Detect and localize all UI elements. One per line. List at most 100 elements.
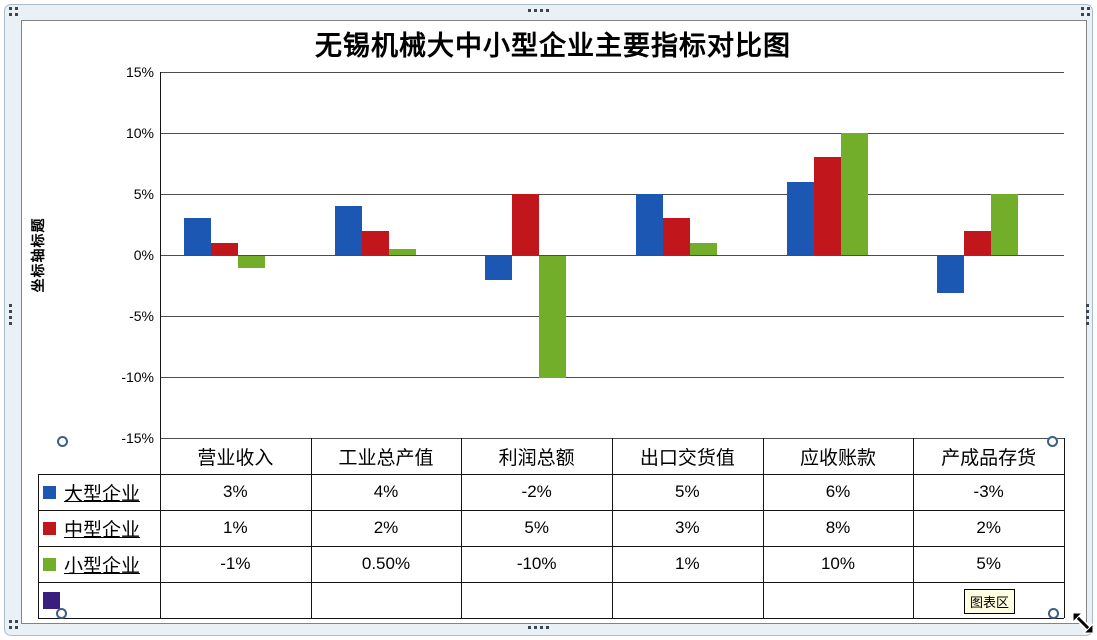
bar-series1-cat2[interactable] xyxy=(334,206,362,255)
table-value-cell xyxy=(612,582,763,618)
legend-key-icon-series2 xyxy=(43,521,56,535)
round-handle-4[interactable] xyxy=(1048,608,1059,619)
y-axis-tick-label: -10% xyxy=(121,369,154,385)
bar-series3-cat4[interactable] xyxy=(690,242,717,255)
round-handle-2[interactable] xyxy=(1047,436,1058,447)
resize-handle-right-center[interactable] xyxy=(1086,310,1089,313)
table-value-cell xyxy=(160,582,311,618)
table-value-cell: 2% xyxy=(373,518,399,537)
resize-handle-left-center[interactable] xyxy=(9,316,12,319)
resize-handle-bottom-center[interactable] xyxy=(534,626,537,629)
table-value-cell: 4% xyxy=(373,482,399,501)
bar-series3-cat3[interactable] xyxy=(539,256,567,378)
table-header-cell: 工业总产值 xyxy=(338,447,434,469)
bar-series2-cat1[interactable] xyxy=(211,242,238,255)
resize-handle-left-center[interactable] xyxy=(9,304,12,307)
legend-label: 中型企业 xyxy=(64,519,141,541)
round-handle-1[interactable] xyxy=(57,436,68,447)
resize-handle-top-center[interactable] xyxy=(528,9,531,12)
resize-handle-bottom-left[interactable] xyxy=(9,620,12,623)
table-value-cell: 1% xyxy=(223,518,248,537)
table-value-cell: 6% xyxy=(825,482,851,501)
resize-handle-top-center[interactable] xyxy=(534,9,537,12)
table-value-cell: -2% xyxy=(521,482,552,501)
resize-handle-top-left[interactable] xyxy=(15,13,18,16)
resize-handle-right-center[interactable] xyxy=(1086,316,1089,319)
legend-label: 大型企业 xyxy=(64,483,141,505)
table-value-cell: 3% xyxy=(223,482,248,501)
y-axis-line[interactable] xyxy=(160,72,161,618)
bar-series2-cat2[interactable] xyxy=(361,230,389,255)
bar-series2-cat4[interactable] xyxy=(663,218,690,255)
legend-item-series1[interactable]: 大型企业 xyxy=(38,474,160,510)
table-value-cell: 5% xyxy=(524,518,549,537)
table-column-border xyxy=(310,438,312,618)
resize-handle-bottom-center[interactable] xyxy=(540,626,543,629)
legend-item-series2[interactable]: 中型企业 xyxy=(38,510,160,546)
bar-series3-cat2[interactable] xyxy=(388,248,416,255)
plot-gridline xyxy=(160,316,1064,317)
resize-handle-top-center[interactable] xyxy=(546,9,549,12)
legend-label: 小型企业 xyxy=(64,555,141,577)
table-value-cell: -10% xyxy=(516,554,557,573)
table-value-cell xyxy=(461,582,612,618)
resize-handle-top-center[interactable] xyxy=(540,9,543,12)
table-value-cell: 3% xyxy=(675,518,700,537)
resize-handle-right-center[interactable] xyxy=(1086,304,1089,307)
resize-handle-top-right[interactable] xyxy=(1081,7,1084,10)
resize-cursor-icon xyxy=(1070,610,1096,640)
resize-handle-top-right[interactable] xyxy=(1087,13,1090,16)
legend-key-icon-series1 xyxy=(43,485,56,499)
bar-series3-cat5[interactable] xyxy=(840,133,868,255)
bar-series2-cat6[interactable] xyxy=(964,230,992,255)
y-axis-tick-label: 15% xyxy=(125,64,154,80)
plot-gridline xyxy=(160,194,1064,195)
resize-handle-top-left[interactable] xyxy=(9,7,12,10)
resize-handle-bottom-left[interactable] xyxy=(15,620,18,623)
bar-series2-cat3[interactable] xyxy=(512,194,540,255)
resize-handle-top-left[interactable] xyxy=(9,13,12,16)
resize-handle-bottom-center[interactable] xyxy=(546,626,549,629)
resize-handle-top-right[interactable] xyxy=(1087,7,1090,10)
legend-item-series3[interactable]: 小型企业 xyxy=(38,546,160,582)
y-axis-tick-label: 10% xyxy=(125,125,154,141)
round-handle-3[interactable] xyxy=(56,608,67,619)
table-column-border xyxy=(461,438,463,618)
table-row-border xyxy=(38,546,1064,547)
y-axis-title[interactable]: 坐标轴标题 xyxy=(32,217,47,293)
table-column-border xyxy=(1064,438,1065,618)
bar-series1-cat1[interactable] xyxy=(184,218,211,255)
table-value-cell: 2% xyxy=(976,518,1001,537)
table-column-border xyxy=(612,438,613,618)
table-value-cell: 0.50% xyxy=(361,554,411,573)
table-value-cell: 10% xyxy=(820,554,855,573)
bar-series2-cat5[interactable] xyxy=(813,157,841,255)
bar-series1-cat6[interactable] xyxy=(937,256,965,293)
resize-handle-bottom-left[interactable] xyxy=(9,626,12,629)
resize-handle-bottom-center[interactable] xyxy=(528,626,531,629)
bar-series3-cat6[interactable] xyxy=(991,194,1019,255)
legend-item-series4 xyxy=(38,582,160,618)
table-value-cell xyxy=(763,582,914,618)
table-header-cell: 利润总额 xyxy=(498,447,575,469)
resize-handle-top-right[interactable] xyxy=(1081,13,1084,16)
table-column-border xyxy=(762,438,764,618)
resize-handle-right-center[interactable] xyxy=(1086,322,1089,325)
table-row-border xyxy=(38,618,1064,619)
table-row-border xyxy=(38,474,1064,475)
resize-handle-left-center[interactable] xyxy=(9,322,12,325)
bar-series1-cat3[interactable] xyxy=(485,256,513,281)
bar-series3-cat1[interactable] xyxy=(238,256,265,269)
table-column-border xyxy=(913,438,915,618)
table-value-cell: 8% xyxy=(825,518,851,537)
chart-title[interactable]: 无锡机械大中小型企业主要指标对比图 xyxy=(315,31,791,61)
resize-handle-bottom-left[interactable] xyxy=(15,626,18,629)
resize-handle-left-center[interactable] xyxy=(9,310,12,313)
table-header-cell: 营业收入 xyxy=(197,447,274,469)
y-axis-tick-label: -15% xyxy=(121,430,154,446)
table-value-cell: 1% xyxy=(675,554,700,573)
resize-handle-top-left[interactable] xyxy=(15,7,18,10)
bar-series1-cat4[interactable] xyxy=(636,194,663,255)
bar-series1-cat5[interactable] xyxy=(786,181,814,255)
plot-gridline xyxy=(160,133,1064,134)
